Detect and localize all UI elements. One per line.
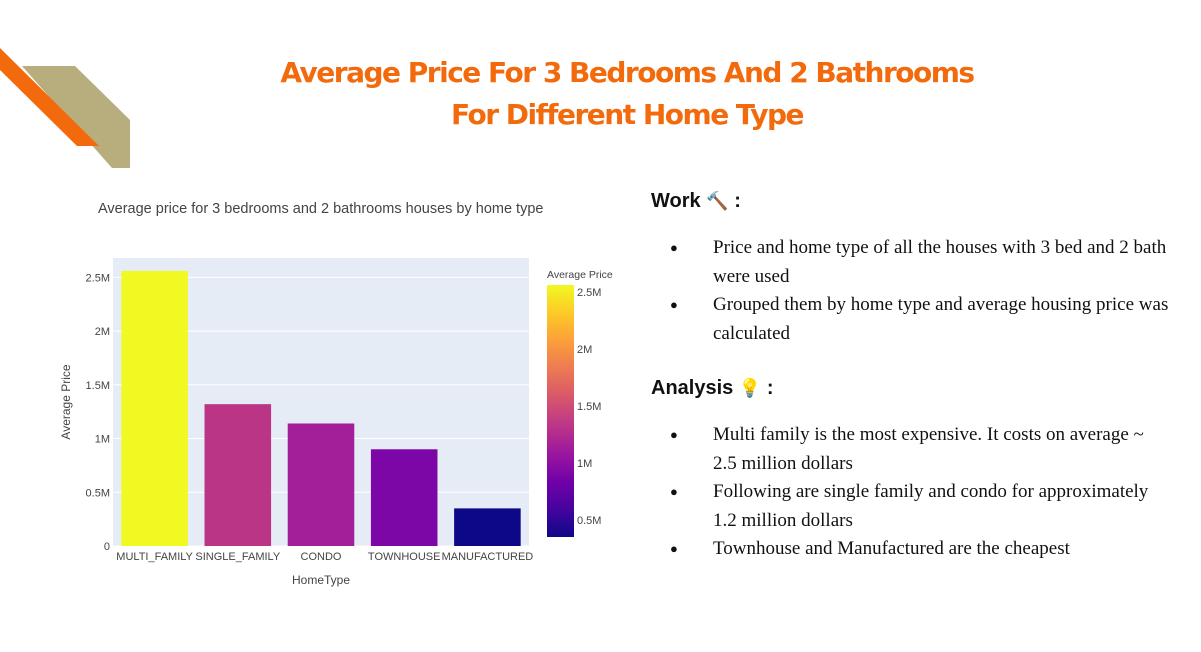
notes-panel: Work 🔨 : Price and home type of all the … [651,183,1171,564]
analysis-bullet: Following are single family and condo fo… [651,478,1171,535]
lightbulb-icon: 💡 [738,378,762,399]
work-heading: Work 🔨 : [651,183,1171,220]
x-tick-label: MANUFACTURED [442,551,534,563]
tan-ribbon [22,66,130,168]
work-heading-label: Work [651,190,701,212]
y-tick-label: 1.5M [86,380,110,392]
y-tick-label: 1M [95,434,110,446]
work-list: Price and home type of all the houses wi… [651,234,1171,348]
bar [121,270,188,546]
y-tick-label: 2.5M [86,272,110,284]
y-axis-title: Average Price [59,364,73,439]
analysis-list: Multi family is the most expensive. It c… [651,421,1171,564]
colorbar-tick-label: 1M [577,458,592,470]
slide-title: Average Price For 3 Bedrooms And 2 Bathr… [240,52,1014,136]
x-tick-label: SINGLE_FAMILY [195,551,280,563]
colorbar-tick-label: 1.5M [577,401,601,413]
orange-ribbon [0,48,99,146]
x-axis-title: HomeType [292,573,350,587]
hammer-icon: 🔨 [706,191,729,212]
work-bullet: Price and home type of all the houses wi… [651,234,1171,291]
analysis-bullet: Multi family is the most expensive. It c… [651,421,1171,478]
x-tick-label: CONDO [301,551,342,563]
analysis-heading-label: Analysis [651,377,734,399]
bar [287,423,355,546]
chart-title: Average price for 3 bedrooms and 2 bathr… [98,201,543,217]
corner-decoration [0,48,130,168]
chart-container: Average price for 3 bedrooms and 2 bathr… [40,188,630,603]
x-tick-label: MULTI_FAMILY [116,551,193,563]
analysis-heading: Analysis 💡 : [651,370,1171,407]
bar [204,404,272,546]
y-tick-label: 0.5M [86,487,110,499]
colorbar-tick-label: 2.5M [577,287,601,299]
bar [454,508,521,546]
slide-title-line-1: Average Price For 3 Bedrooms And 2 Bathr… [280,56,975,89]
colorbar-tick-label: 2M [577,344,592,356]
colorbar-tick-label: 0.5M [577,515,601,527]
y-tick-label: 0 [104,541,110,553]
colorbar-title: Average Price [547,269,613,281]
x-tick-label: TOWNHOUSE [368,551,441,563]
bar-chart: Average price for 3 bedrooms and 2 bathr… [59,201,613,587]
analysis-heading-colon: : [766,377,774,399]
slide-title-line-2: For Different Home Type [451,98,805,131]
bar [370,449,438,546]
analysis-bullet: Townhouse and Manufactured are the cheap… [651,535,1171,564]
work-heading-colon: : [734,190,741,212]
work-bullet: Grouped them by home type and average ho… [651,291,1171,348]
colorbar [547,285,574,537]
y-tick-label: 2M [95,326,110,338]
